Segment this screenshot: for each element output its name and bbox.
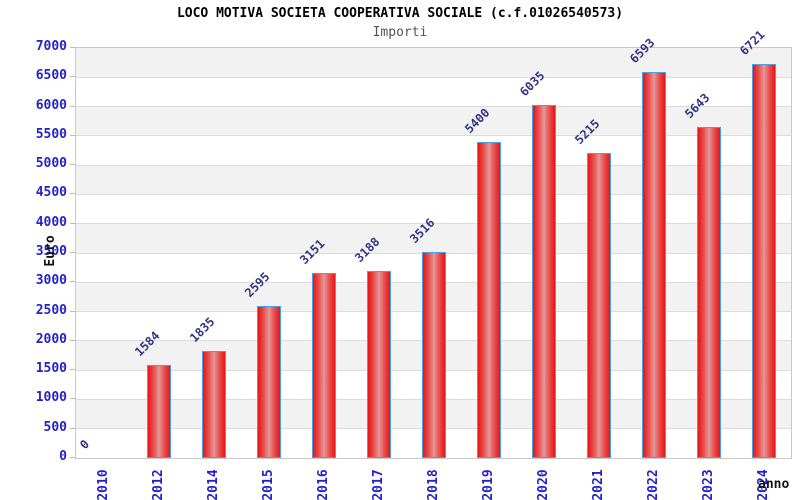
x-tick-label: 2012	[150, 469, 165, 500]
y-tick-label: 6500	[35, 68, 67, 84]
y-tick-mark	[70, 134, 75, 136]
x-tick-label: 2020	[535, 469, 550, 500]
y-tick-mark	[70, 457, 75, 458]
y-tick-mark	[70, 105, 75, 107]
bar	[476, 142, 501, 458]
y-tick-label: 3000	[35, 273, 67, 289]
gridline	[76, 164, 791, 166]
x-tick-label: 2022	[645, 469, 660, 500]
y-tick-mark	[70, 427, 75, 429]
y-tick-label: 1500	[35, 361, 67, 377]
bar	[586, 153, 611, 458]
y-tick-label: 4500	[35, 185, 67, 201]
bar	[256, 306, 281, 458]
bar	[531, 105, 556, 458]
gridline	[76, 106, 791, 108]
bar-value-label: 6035	[516, 68, 547, 99]
y-tick-label: 2000	[35, 331, 67, 347]
x-tick-label: 2021	[590, 469, 605, 500]
y-tick-label: 5500	[35, 126, 67, 142]
y-tick-label: 0	[59, 449, 67, 464]
bar-value-label: 5400	[461, 105, 492, 136]
y-tick-mark	[70, 339, 75, 341]
bar-value-label: 3516	[406, 215, 437, 246]
bar-value-label: 0	[76, 436, 92, 452]
x-tick-label: 2023	[700, 469, 715, 500]
x-tick-label: 2019	[480, 469, 495, 500]
bar	[641, 72, 666, 458]
bar-value-label: 5215	[571, 116, 602, 147]
gridline	[76, 76, 791, 78]
bar	[201, 351, 226, 458]
x-tick-label: 2018	[425, 469, 440, 500]
y-tick-label: 3500	[35, 244, 67, 259]
bar	[421, 252, 446, 458]
chart-subtitle: Importi	[372, 25, 428, 40]
y-tick-label: 6000	[35, 97, 67, 113]
y-tick-label: 7000	[35, 39, 67, 54]
y-tick-mark	[70, 222, 75, 224]
gridline	[76, 193, 791, 195]
y-tick-mark	[70, 193, 75, 195]
chart-title: LOCO MOTIVA SOCIETA COOPERATIVA SOCIALE …	[176, 6, 624, 21]
x-tick-label: 2017	[370, 469, 385, 500]
y-tick-label: 5000	[35, 156, 67, 172]
bar-value-label: 1584	[131, 328, 162, 359]
bar	[311, 273, 336, 458]
bar	[146, 365, 171, 458]
y-tick-label: 2500	[35, 302, 67, 318]
y-tick-mark	[70, 47, 75, 48]
y-tick-mark	[70, 252, 75, 253]
y-axis-title: Euro	[43, 235, 58, 267]
plot-area: 0 1584 1835 2595 3151 3188 3516 5400 6035 5215 659…	[75, 28, 792, 459]
y-tick-label: 4000	[35, 214, 67, 230]
x-tick-label: 2016	[315, 469, 330, 500]
y-tick-label: 500	[43, 419, 67, 435]
y-tick-mark	[70, 310, 75, 312]
gridline	[76, 223, 791, 225]
y-tick-mark	[70, 369, 75, 371]
bar-value-label: 6593	[626, 35, 657, 66]
y-tick-mark	[70, 398, 75, 400]
y-tick-mark	[70, 76, 75, 78]
x-axis-title: anno	[758, 477, 790, 492]
y-tick-label: 1000	[35, 390, 67, 406]
bar-value-label: 2595	[241, 269, 272, 300]
x-tick-label: 2014	[205, 469, 220, 500]
bar	[751, 64, 776, 458]
x-tick-label: 2015	[260, 469, 275, 500]
gridline	[76, 135, 791, 137]
bar-value-label: 3188	[351, 234, 382, 265]
bar	[696, 127, 721, 458]
x-tick-label: 2010	[95, 469, 110, 500]
y-tick-mark	[70, 164, 75, 166]
bar	[366, 271, 391, 458]
y-tick-mark	[70, 281, 75, 283]
